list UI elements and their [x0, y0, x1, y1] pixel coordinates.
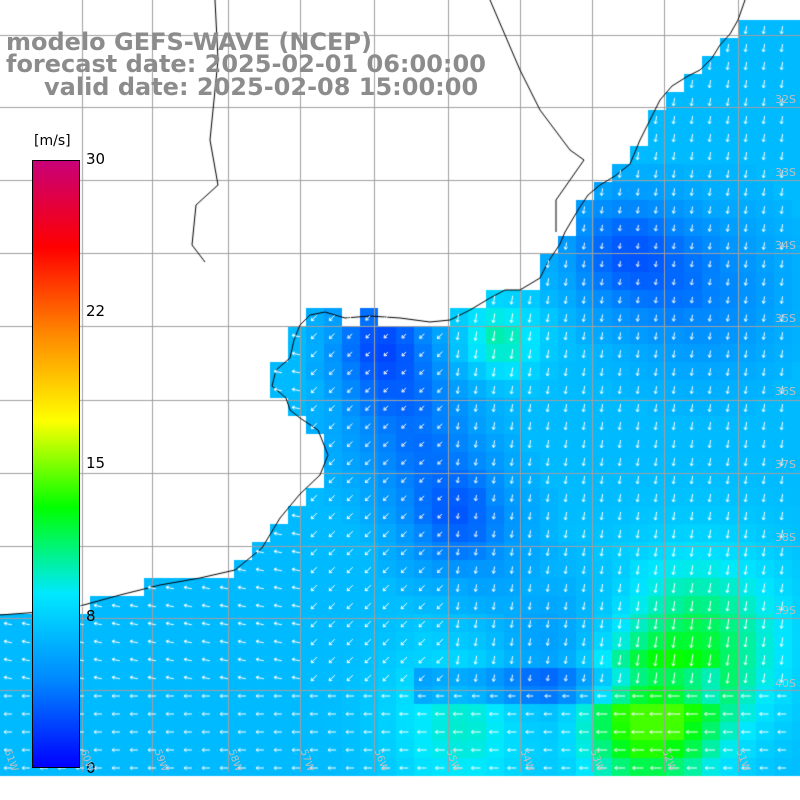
- lat-label: 34S: [775, 239, 796, 252]
- colorbar-tick-15: 15: [86, 454, 106, 472]
- colorbar-tick-0: 0: [86, 759, 96, 777]
- colorbar-unit-label: [m/s]: [34, 133, 71, 149]
- map-title-forecast-date: forecast date: 2025-02-01 06:00:00: [6, 50, 486, 78]
- lat-label: 32S: [775, 93, 796, 106]
- lat-label: 39S: [775, 604, 796, 617]
- lat-label: 38S: [775, 531, 796, 544]
- lat-label: 35S: [775, 312, 796, 325]
- colorbar: [32, 160, 80, 768]
- colorbar-tick-30: 30: [86, 150, 106, 168]
- lat-label: 36S: [775, 385, 796, 398]
- map-title-model: modelo GEFS-WAVE (NCEP): [6, 28, 372, 56]
- colorbar-tick-8: 8: [86, 607, 96, 625]
- lat-label: 37S: [775, 458, 796, 471]
- map-title-valid-date: valid date: 2025-02-08 15:00:00: [44, 73, 479, 101]
- lat-label: 40S: [775, 677, 796, 690]
- colorbar-tick-22: 22: [86, 302, 106, 320]
- lat-label: 33S: [775, 166, 796, 179]
